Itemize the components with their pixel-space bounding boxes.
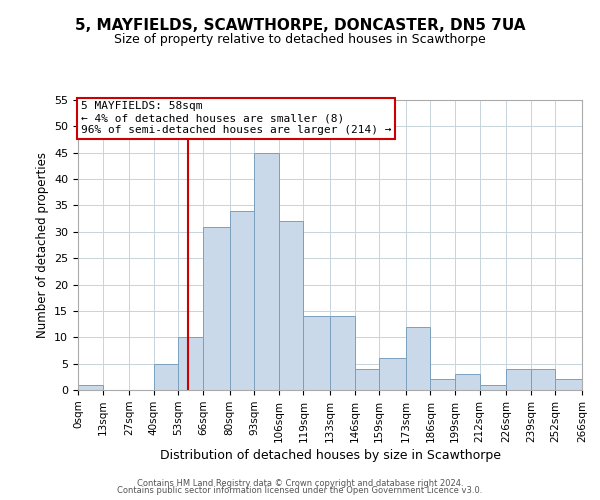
Y-axis label: Number of detached properties: Number of detached properties [35,152,49,338]
Bar [230,210,254,390]
Bar [406,326,430,390]
Text: 5, MAYFIELDS, SCAWTHORPE, DONCASTER, DN5 7UA: 5, MAYFIELDS, SCAWTHORPE, DONCASTER, DN5… [75,18,525,32]
Bar [455,374,479,390]
Bar [154,364,178,390]
Bar [254,152,279,390]
Bar [479,384,506,390]
Bar [556,380,582,390]
Text: Size of property relative to detached houses in Scawthorpe: Size of property relative to detached ho… [114,32,486,46]
Bar [531,369,556,390]
Bar [330,316,355,390]
Bar [279,222,304,390]
X-axis label: Distribution of detached houses by size in Scawthorpe: Distribution of detached houses by size … [160,449,500,462]
Bar [203,226,230,390]
Text: Contains public sector information licensed under the Open Government Licence v3: Contains public sector information licen… [118,486,482,495]
Bar [178,338,203,390]
Bar [506,369,531,390]
Text: 5 MAYFIELDS: 58sqm
← 4% of detached houses are smaller (8)
96% of semi-detached : 5 MAYFIELDS: 58sqm ← 4% of detached hous… [80,102,391,134]
Bar [379,358,406,390]
Bar [304,316,330,390]
Bar [355,369,379,390]
Bar [430,380,455,390]
Bar [78,384,103,390]
Text: Contains HM Land Registry data © Crown copyright and database right 2024.: Contains HM Land Registry data © Crown c… [137,478,463,488]
